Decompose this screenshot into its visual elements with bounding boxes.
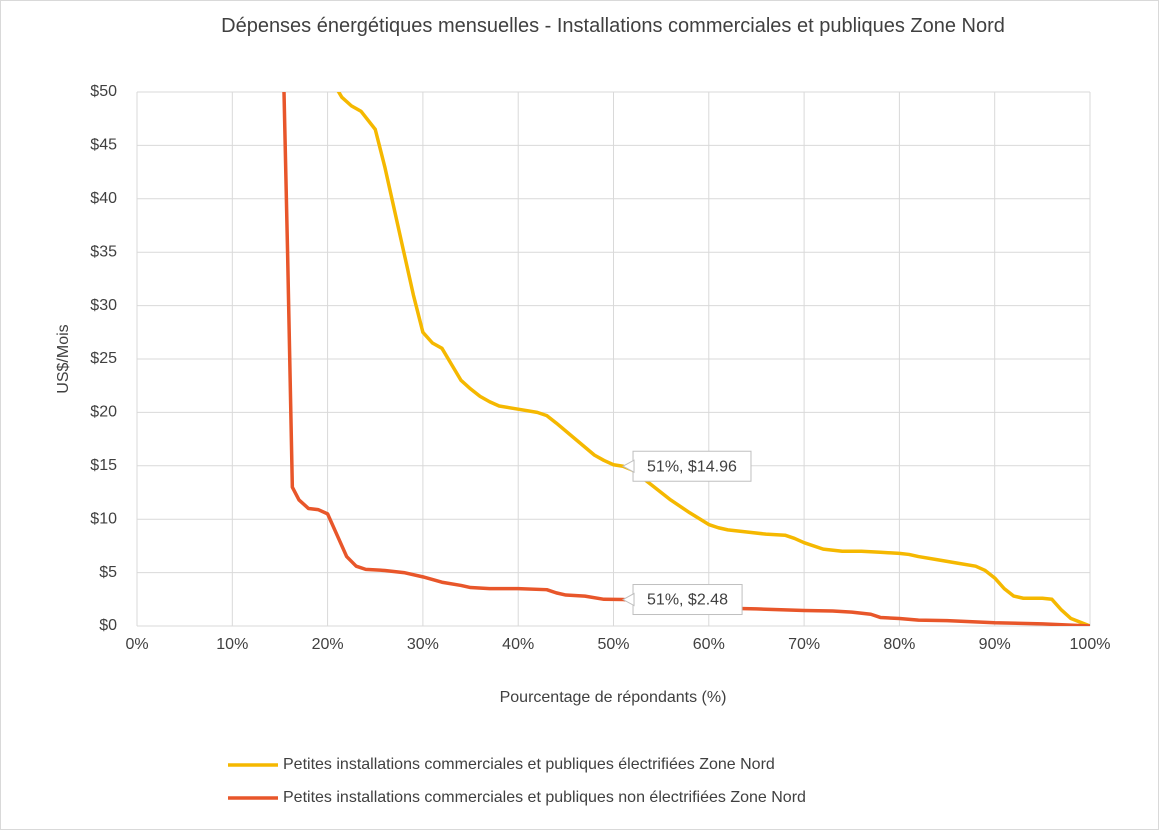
x-tick-label: 30% [407,636,439,653]
x-tick-label: 40% [502,636,534,653]
y-tick-label: $20 [90,404,117,421]
series-line [336,92,1090,626]
callout-text: 51%, $14.96 [647,458,737,475]
x-tick-label: 90% [979,636,1011,653]
y-tick-label: $50 [90,83,117,100]
y-tick-label: $15 [90,457,117,474]
y-tick-label: $45 [90,137,117,154]
x-tick-label: 50% [597,636,629,653]
x-tick-label: 70% [788,636,820,653]
chart-title: Dépenses énergétiques mensuelles - Insta… [221,15,1005,37]
x-axis-label: Pourcentage de répondants (%) [500,689,727,706]
x-tick-label: 0% [125,636,148,653]
y-axis-label: US$/Mois [55,324,72,393]
x-tick-label: 80% [883,636,915,653]
y-tick-label: $35 [90,243,117,260]
y-tick-label: $0 [99,617,117,634]
y-tick-label: $30 [90,297,117,314]
callout-pointer [621,459,635,474]
legend-label: Petites installations commerciales et pu… [283,789,806,806]
x-tick-label: 20% [312,636,344,653]
callout: 51%, $14.96 [621,450,752,482]
callout-pointer [621,592,635,607]
x-tick-label: 100% [1070,636,1111,653]
callout-box [632,584,743,616]
legend-label: Petites installations commerciales et pu… [283,756,775,773]
y-tick-label: $40 [90,190,117,207]
series-line [282,92,1090,626]
callout: 51%, $2.48 [621,584,743,616]
x-tick-label: 60% [693,636,725,653]
x-tick-label: 10% [216,636,248,653]
callout-box [632,450,752,482]
callout-text: 51%, $2.48 [647,592,728,609]
y-tick-label: $25 [90,350,117,367]
y-tick-label: $10 [90,510,117,527]
y-tick-label: $5 [99,564,117,581]
